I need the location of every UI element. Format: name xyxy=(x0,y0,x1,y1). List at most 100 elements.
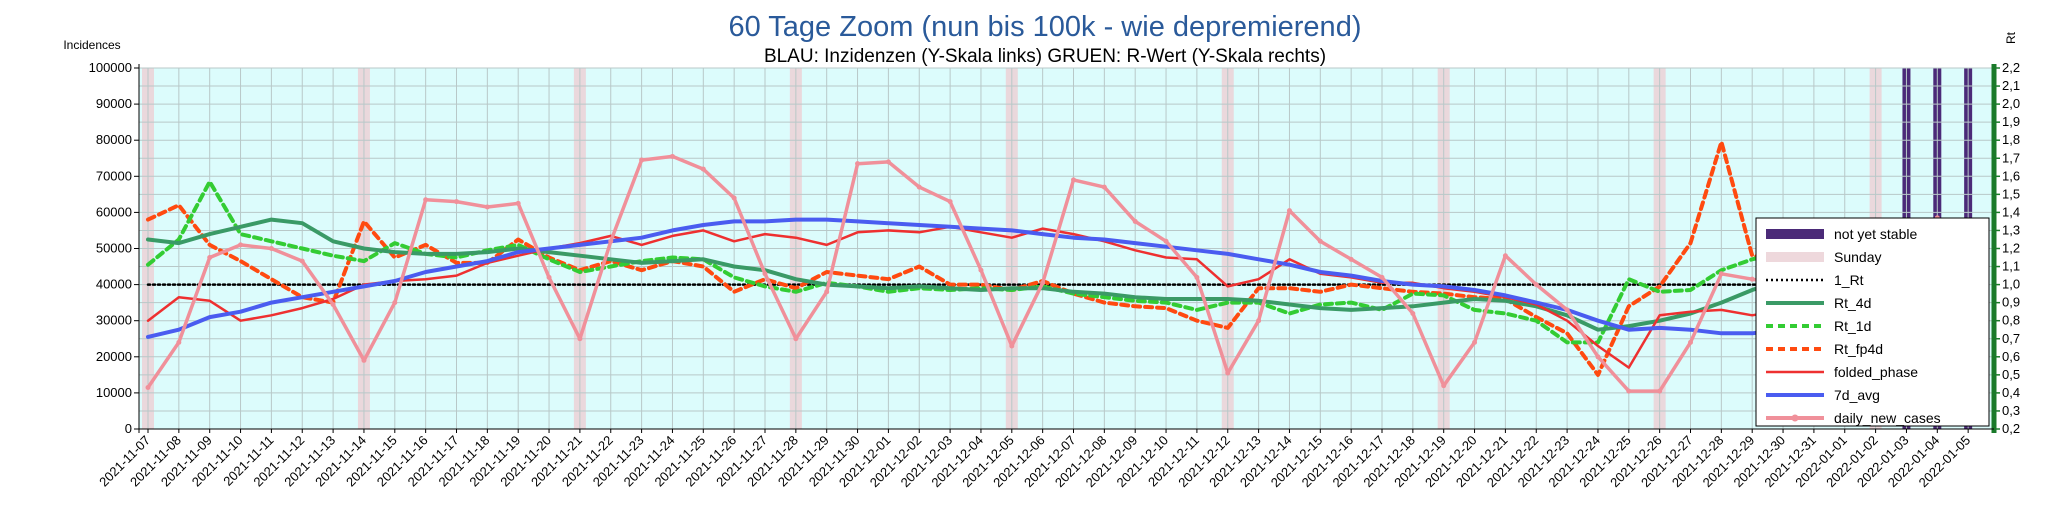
y-tick-label-right: 1,7 xyxy=(2002,150,2020,165)
data-point xyxy=(1472,339,1478,345)
y-tick-label-right: 0,4 xyxy=(2002,385,2020,400)
data-point xyxy=(299,258,305,264)
y-tick-label-right: 0,8 xyxy=(2002,313,2020,328)
y-tick-label-right: 1,6 xyxy=(2002,168,2020,183)
legend-label: Sunday xyxy=(1834,249,1881,265)
data-point xyxy=(330,301,336,307)
y-tick-label-right: 1,4 xyxy=(2002,204,2020,219)
data-point xyxy=(1132,218,1138,224)
data-point xyxy=(762,271,768,277)
y-tick-label-right: 1,9 xyxy=(2002,114,2020,129)
legend-label: not yet stable xyxy=(1834,226,1917,242)
y-tick-label-left: 80000 xyxy=(96,132,132,147)
y-axis-right-label: Rt xyxy=(2004,31,2018,44)
data-point xyxy=(1749,276,1755,282)
data-point xyxy=(1256,318,1262,324)
y-tick-label-right: 1,8 xyxy=(2002,132,2020,147)
data-point xyxy=(1441,383,1447,389)
data-point xyxy=(669,153,675,159)
data-point xyxy=(268,246,274,251)
data-point xyxy=(361,357,367,363)
data-point xyxy=(1040,280,1046,286)
data-point xyxy=(731,195,737,201)
data-point xyxy=(145,384,151,390)
data-point xyxy=(207,255,213,261)
data-point xyxy=(1009,343,1015,349)
legend-label: Rt_1d xyxy=(1834,318,1871,334)
data-point xyxy=(855,161,861,167)
y-tick-label-left: 30000 xyxy=(96,313,132,328)
data-point xyxy=(1626,388,1632,394)
legend-label: daily_new_cases xyxy=(1834,410,1941,426)
y-tick-label-right: 2,1 xyxy=(2002,78,2020,93)
data-point xyxy=(1688,339,1693,345)
data-point xyxy=(1718,271,1724,277)
chart-subtitle: BLAU: Inzidenzen (Y-Skala links) GRUEN: … xyxy=(764,46,1326,67)
legend-label: 7d_avg xyxy=(1834,387,1880,403)
y-tick-label-right: 1,3 xyxy=(2002,222,2020,237)
data-point xyxy=(1564,307,1570,313)
y-tick-label-right: 1,1 xyxy=(2002,259,2020,274)
data-point xyxy=(1502,253,1508,259)
data-point xyxy=(608,238,614,244)
y-tick-label-right: 2,0 xyxy=(2002,96,2020,111)
y-tick-label-right: 1,2 xyxy=(2002,241,2020,256)
y-tick-label-right: 0,5 xyxy=(2002,367,2020,382)
data-point xyxy=(1657,388,1663,394)
series-line-daily-new-cases xyxy=(146,154,1970,393)
legend-swatch xyxy=(1766,229,1824,239)
y-tick-label-left: 90000 xyxy=(96,96,132,111)
y-tick-label-right: 0,7 xyxy=(2002,331,2020,346)
data-point xyxy=(885,159,891,165)
y-tick-label-left: 50000 xyxy=(96,241,132,256)
data-point xyxy=(1317,238,1323,244)
y-tick-label-right: 2,2 xyxy=(2002,60,2020,75)
data-point xyxy=(824,289,830,295)
data-point xyxy=(793,336,799,342)
series-line-Rt-4d xyxy=(146,217,1971,332)
y-axis-left-label: Incidences xyxy=(63,38,120,52)
legend-marker xyxy=(1791,414,1799,422)
y-tick-label-right: 0,6 xyxy=(2002,349,2020,364)
data-point xyxy=(484,204,490,210)
legend: not yet stable Sunday 1_Rt Rt_4d Rt_1d Rt_fp4… xyxy=(1755,217,1990,427)
data-point xyxy=(392,300,398,306)
y-tick-label-right: 1,0 xyxy=(2002,277,2020,292)
y-tick-label-right: 0,2 xyxy=(2002,421,2020,436)
y-tick-label-right: 0,3 xyxy=(2002,403,2020,418)
data-point xyxy=(916,184,922,190)
data-point xyxy=(238,242,244,248)
data-point xyxy=(1410,310,1416,316)
y-tick-label-right: 1,5 xyxy=(2002,186,2020,201)
data-point xyxy=(1071,177,1076,183)
y-tick-label-left: 40000 xyxy=(96,277,132,292)
data-point xyxy=(947,199,953,205)
y-tick-label-right: 0,9 xyxy=(2002,295,2020,310)
y-tick-label-left: 10000 xyxy=(96,385,132,400)
data-point xyxy=(1379,274,1385,280)
legend-label: Rt_fp4d xyxy=(1834,341,1883,357)
data-point xyxy=(1348,256,1354,262)
data-point xyxy=(454,199,459,205)
data-point xyxy=(639,157,645,163)
y-tick-label-left: 100000 xyxy=(89,60,132,75)
data-point xyxy=(1194,274,1200,280)
y-tick-label-left: 70000 xyxy=(96,168,132,183)
data-point xyxy=(515,200,521,206)
data-point xyxy=(978,267,984,273)
legend-swatch xyxy=(1766,252,1824,262)
data-point xyxy=(1225,370,1231,376)
data-point xyxy=(1533,282,1539,288)
legend-label: Rt_4d xyxy=(1834,295,1871,311)
legend-label: folded_phase xyxy=(1834,364,1918,380)
y-tick-label-left: 60000 xyxy=(96,204,132,219)
data-point xyxy=(1163,238,1169,244)
y-tick-label-left: 20000 xyxy=(96,349,132,364)
data-point xyxy=(1286,208,1292,214)
series-line-Rt-fp4d xyxy=(146,140,1971,377)
chart-title: 60 Tage Zoom (nun bis 100k - wie depremi… xyxy=(729,11,1362,43)
data-point xyxy=(577,336,583,342)
series-layer xyxy=(145,140,1971,394)
data-point xyxy=(1101,184,1107,190)
